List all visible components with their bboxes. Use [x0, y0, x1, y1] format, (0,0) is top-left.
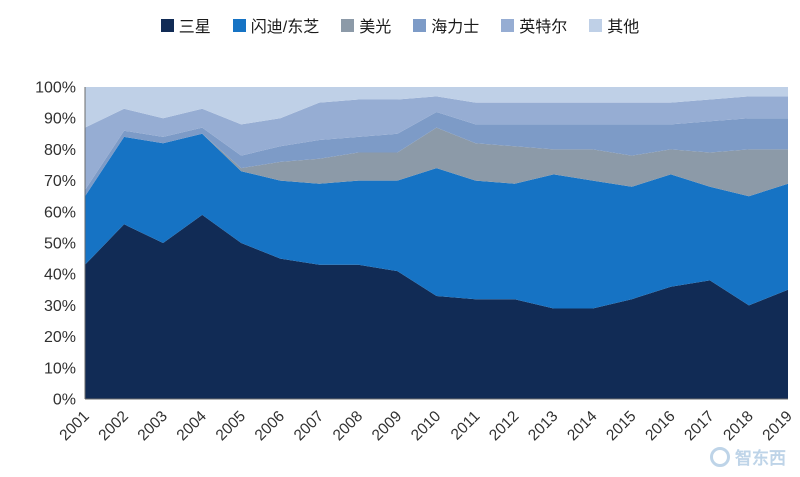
legend-label-others: 其他 [607, 19, 640, 36]
legend-label-hynix: 海力士 [431, 19, 480, 36]
area-intel [85, 96, 788, 190]
y-axis-label: 60% [44, 204, 76, 221]
legend-item-intel: 英特尔 [501, 13, 567, 37]
x-axis-label: 2016 [642, 408, 678, 444]
x-axis-label: 2002 [95, 408, 131, 444]
x-axis-label: 2015 [603, 408, 639, 444]
x-axis-label: 2018 [720, 408, 756, 444]
area-hynix [85, 112, 788, 197]
chart-legend: 三星 闪迪/东芝 美光 海力士 英特尔 其他 [0, 0, 800, 46]
legend-item-sandisk-toshiba: 闪迪/东芝 [232, 13, 320, 37]
legend-label-micron: 美光 [359, 19, 392, 36]
x-axis-label: 2003 [135, 408, 171, 444]
stacked-area-chart: 0%10%20%30%40%50%60%70%80%90%100%2001 200… [35, 80, 796, 445]
legend-item-hynix: 海力士 [413, 13, 479, 37]
x-axis-label: 2019 [759, 408, 795, 444]
y-axis-label: 10% [44, 360, 76, 377]
y-axis-label: 90% [44, 111, 76, 128]
legend-swatch-others [589, 18, 603, 32]
legend-label-intel: 英特尔 [519, 19, 568, 36]
area-samsung [85, 214, 788, 399]
y-axis-label: 0% [53, 392, 76, 409]
x-axis-label: 2008 [330, 408, 366, 444]
y-axis-label: 80% [44, 142, 76, 159]
x-axis-label: 2017 [681, 408, 717, 444]
y-axis-label: 40% [44, 267, 76, 284]
legend-swatch-sandisk-toshiba [232, 18, 246, 32]
y-axis-label: 70% [44, 173, 76, 190]
area-micron [85, 127, 788, 197]
x-axis-label: 2007 [291, 408, 327, 444]
legend-swatch-micron [341, 18, 355, 32]
legend-swatch-hynix [413, 18, 427, 32]
x-axis-label: 2014 [564, 408, 601, 445]
legend-label-sandisk-toshiba: 闪迪/东芝 [250, 19, 320, 36]
x-axis-label: 2011 [448, 408, 484, 444]
legend-item-samsung: 三星 [160, 13, 211, 37]
x-axis-label: 2010 [408, 408, 445, 445]
y-axis-label: 100% [35, 80, 76, 97]
x-axis-label: 2005 [213, 408, 249, 444]
x-axis-label: 2012 [486, 408, 522, 444]
area-sandisk-toshiba [85, 133, 788, 309]
legend-swatch-intel [501, 18, 515, 32]
x-axis-label: 2001 [56, 408, 92, 444]
x-axis-label: 2009 [369, 408, 405, 444]
x-axis-label: 2006 [252, 408, 288, 444]
y-axis-label: 20% [44, 329, 76, 346]
legend-swatch-samsung [160, 18, 174, 32]
legend-item-micron: 美光 [341, 13, 391, 37]
y-axis-label: 50% [44, 236, 76, 253]
legend-item-others: 其他 [589, 13, 639, 37]
area-others [85, 87, 788, 128]
legend-label-samsung: 三星 [178, 19, 211, 36]
x-axis-label: 2013 [525, 408, 561, 444]
y-axis-label: 30% [44, 298, 76, 315]
x-axis-label: 2004 [174, 408, 211, 445]
